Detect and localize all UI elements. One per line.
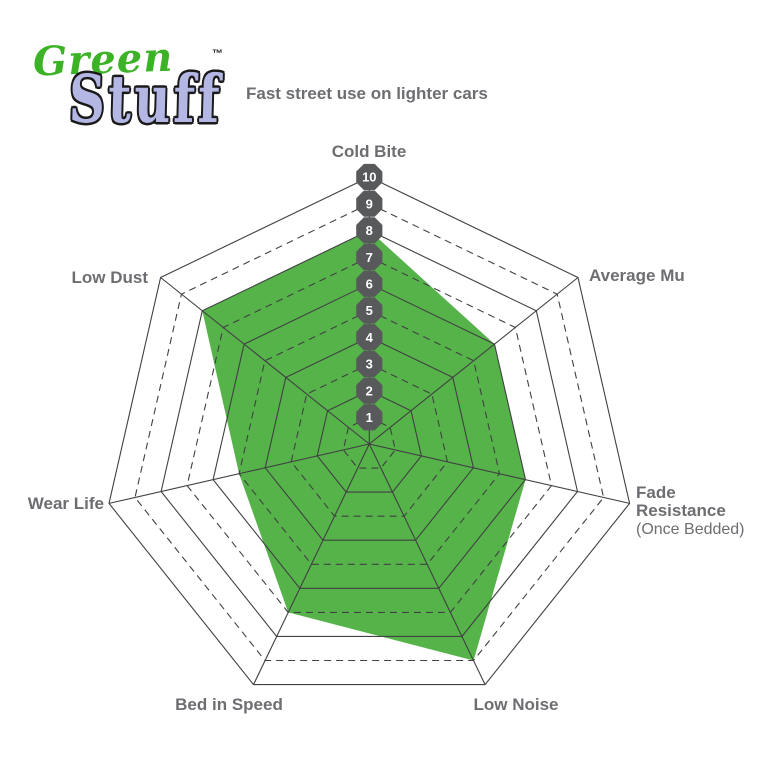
scale-badge-2	[356, 377, 383, 404]
grid-ring-4	[264, 336, 474, 541]
grid-ring-8	[160, 229, 579, 637]
axis-spoke-low-dust	[160, 277, 370, 445]
scale-badge-6	[356, 270, 383, 297]
axis-label-average-mu: Average Mu	[589, 266, 685, 285]
grid-ring-6	[212, 283, 527, 589]
axis-spoke-average-mu	[368, 277, 579, 445]
scale-badge-number-8: 8	[366, 223, 373, 238]
grid-ring-9	[134, 203, 605, 662]
scale-badge-number-9: 9	[366, 196, 373, 211]
grid-ring-3	[290, 363, 448, 517]
axis-label-bed-in-speed: Bed in Speed	[175, 695, 283, 714]
scale-badge-10	[356, 163, 383, 191]
scale-badge-1	[356, 404, 383, 431]
scale-badge-number-7: 7	[366, 250, 373, 265]
axis-sublabel-fade-resistance: (Once Bedded)	[636, 521, 745, 538]
grid-ring-10	[108, 176, 631, 686]
scale-badge-number-4: 4	[366, 330, 374, 345]
grid-ring-1	[342, 416, 396, 469]
axis-spoke-fade-resistance	[369, 443, 630, 504]
scale-badge-3	[356, 350, 383, 377]
grid-ring-2	[316, 389, 422, 493]
axis-label-wear-life: Wear Life	[28, 494, 104, 513]
axis-label-cold-bite: Cold Bite	[332, 142, 407, 161]
axis-spoke-low-noise	[368, 443, 486, 685]
grid-ring-5	[238, 309, 501, 565]
scale-badge-4	[356, 324, 383, 351]
axis-label-low-dust: Low Dust	[72, 268, 149, 287]
grid-ring-7	[186, 256, 553, 613]
scale-badge-number-2: 2	[366, 383, 373, 398]
scale-badge-number-6: 6	[366, 277, 373, 292]
scale-badge-number-1: 1	[366, 410, 373, 425]
axis-label-low-noise: Low Noise	[473, 695, 558, 714]
scale-badge-number-3: 3	[366, 357, 373, 372]
trademark-symbol: ™	[212, 48, 223, 60]
greenstuff-logo: Green Stuff ™	[0, 0, 240, 150]
scale-badge-number-5: 5	[366, 303, 373, 318]
scale-badge-9	[356, 190, 383, 217]
scale-badge-number-10: 10	[362, 170, 376, 185]
scale-badge-7	[356, 244, 383, 271]
scale-badge-8	[356, 217, 383, 244]
axis-spoke-wear-life	[108, 443, 370, 504]
tagline-text: Fast street use on lighter cars	[246, 84, 488, 103]
scale-badge-5	[356, 297, 383, 324]
axis-spoke-bed-in-speed	[253, 443, 370, 685]
axis-label-fade-resistance-line-2: Resistance	[636, 501, 726, 520]
axis-label-fade-resistance-line-1: Fade	[636, 483, 676, 502]
